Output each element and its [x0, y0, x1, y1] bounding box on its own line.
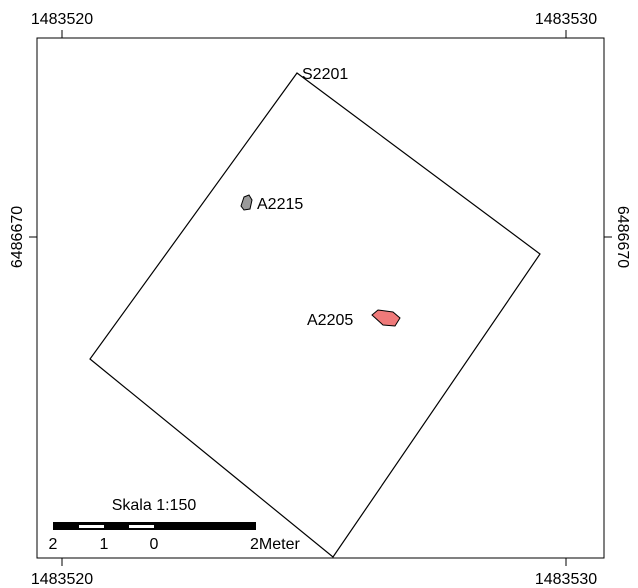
coord-label: 1483520 — [31, 571, 93, 588]
scale-segment — [129, 525, 154, 528]
map-frame — [36, 37, 605, 559]
feature-a2215 — [240, 194, 253, 211]
scale-label: 2Meter — [250, 536, 300, 553]
scale-title: Skala 1:150 — [112, 497, 197, 514]
coord-label: 1483530 — [535, 11, 597, 28]
scale-bar — [53, 522, 256, 530]
coord-label: 1483520 — [31, 11, 93, 28]
feature-label: A2215 — [257, 196, 303, 213]
scale-label: 1 — [100, 536, 109, 553]
coord-label: 6486670 — [614, 206, 631, 268]
feature-a2205 — [371, 309, 401, 327]
coord-label: 1483530 — [535, 571, 597, 588]
feature-label: A2205 — [307, 312, 353, 329]
scale-label: 2 — [49, 536, 58, 553]
area-s2201 — [89, 72, 541, 558]
scale-label: 0 — [150, 536, 159, 553]
feature-label: S2201 — [302, 66, 348, 83]
scale-segment — [79, 525, 104, 528]
coord-label: 6486670 — [9, 206, 26, 268]
